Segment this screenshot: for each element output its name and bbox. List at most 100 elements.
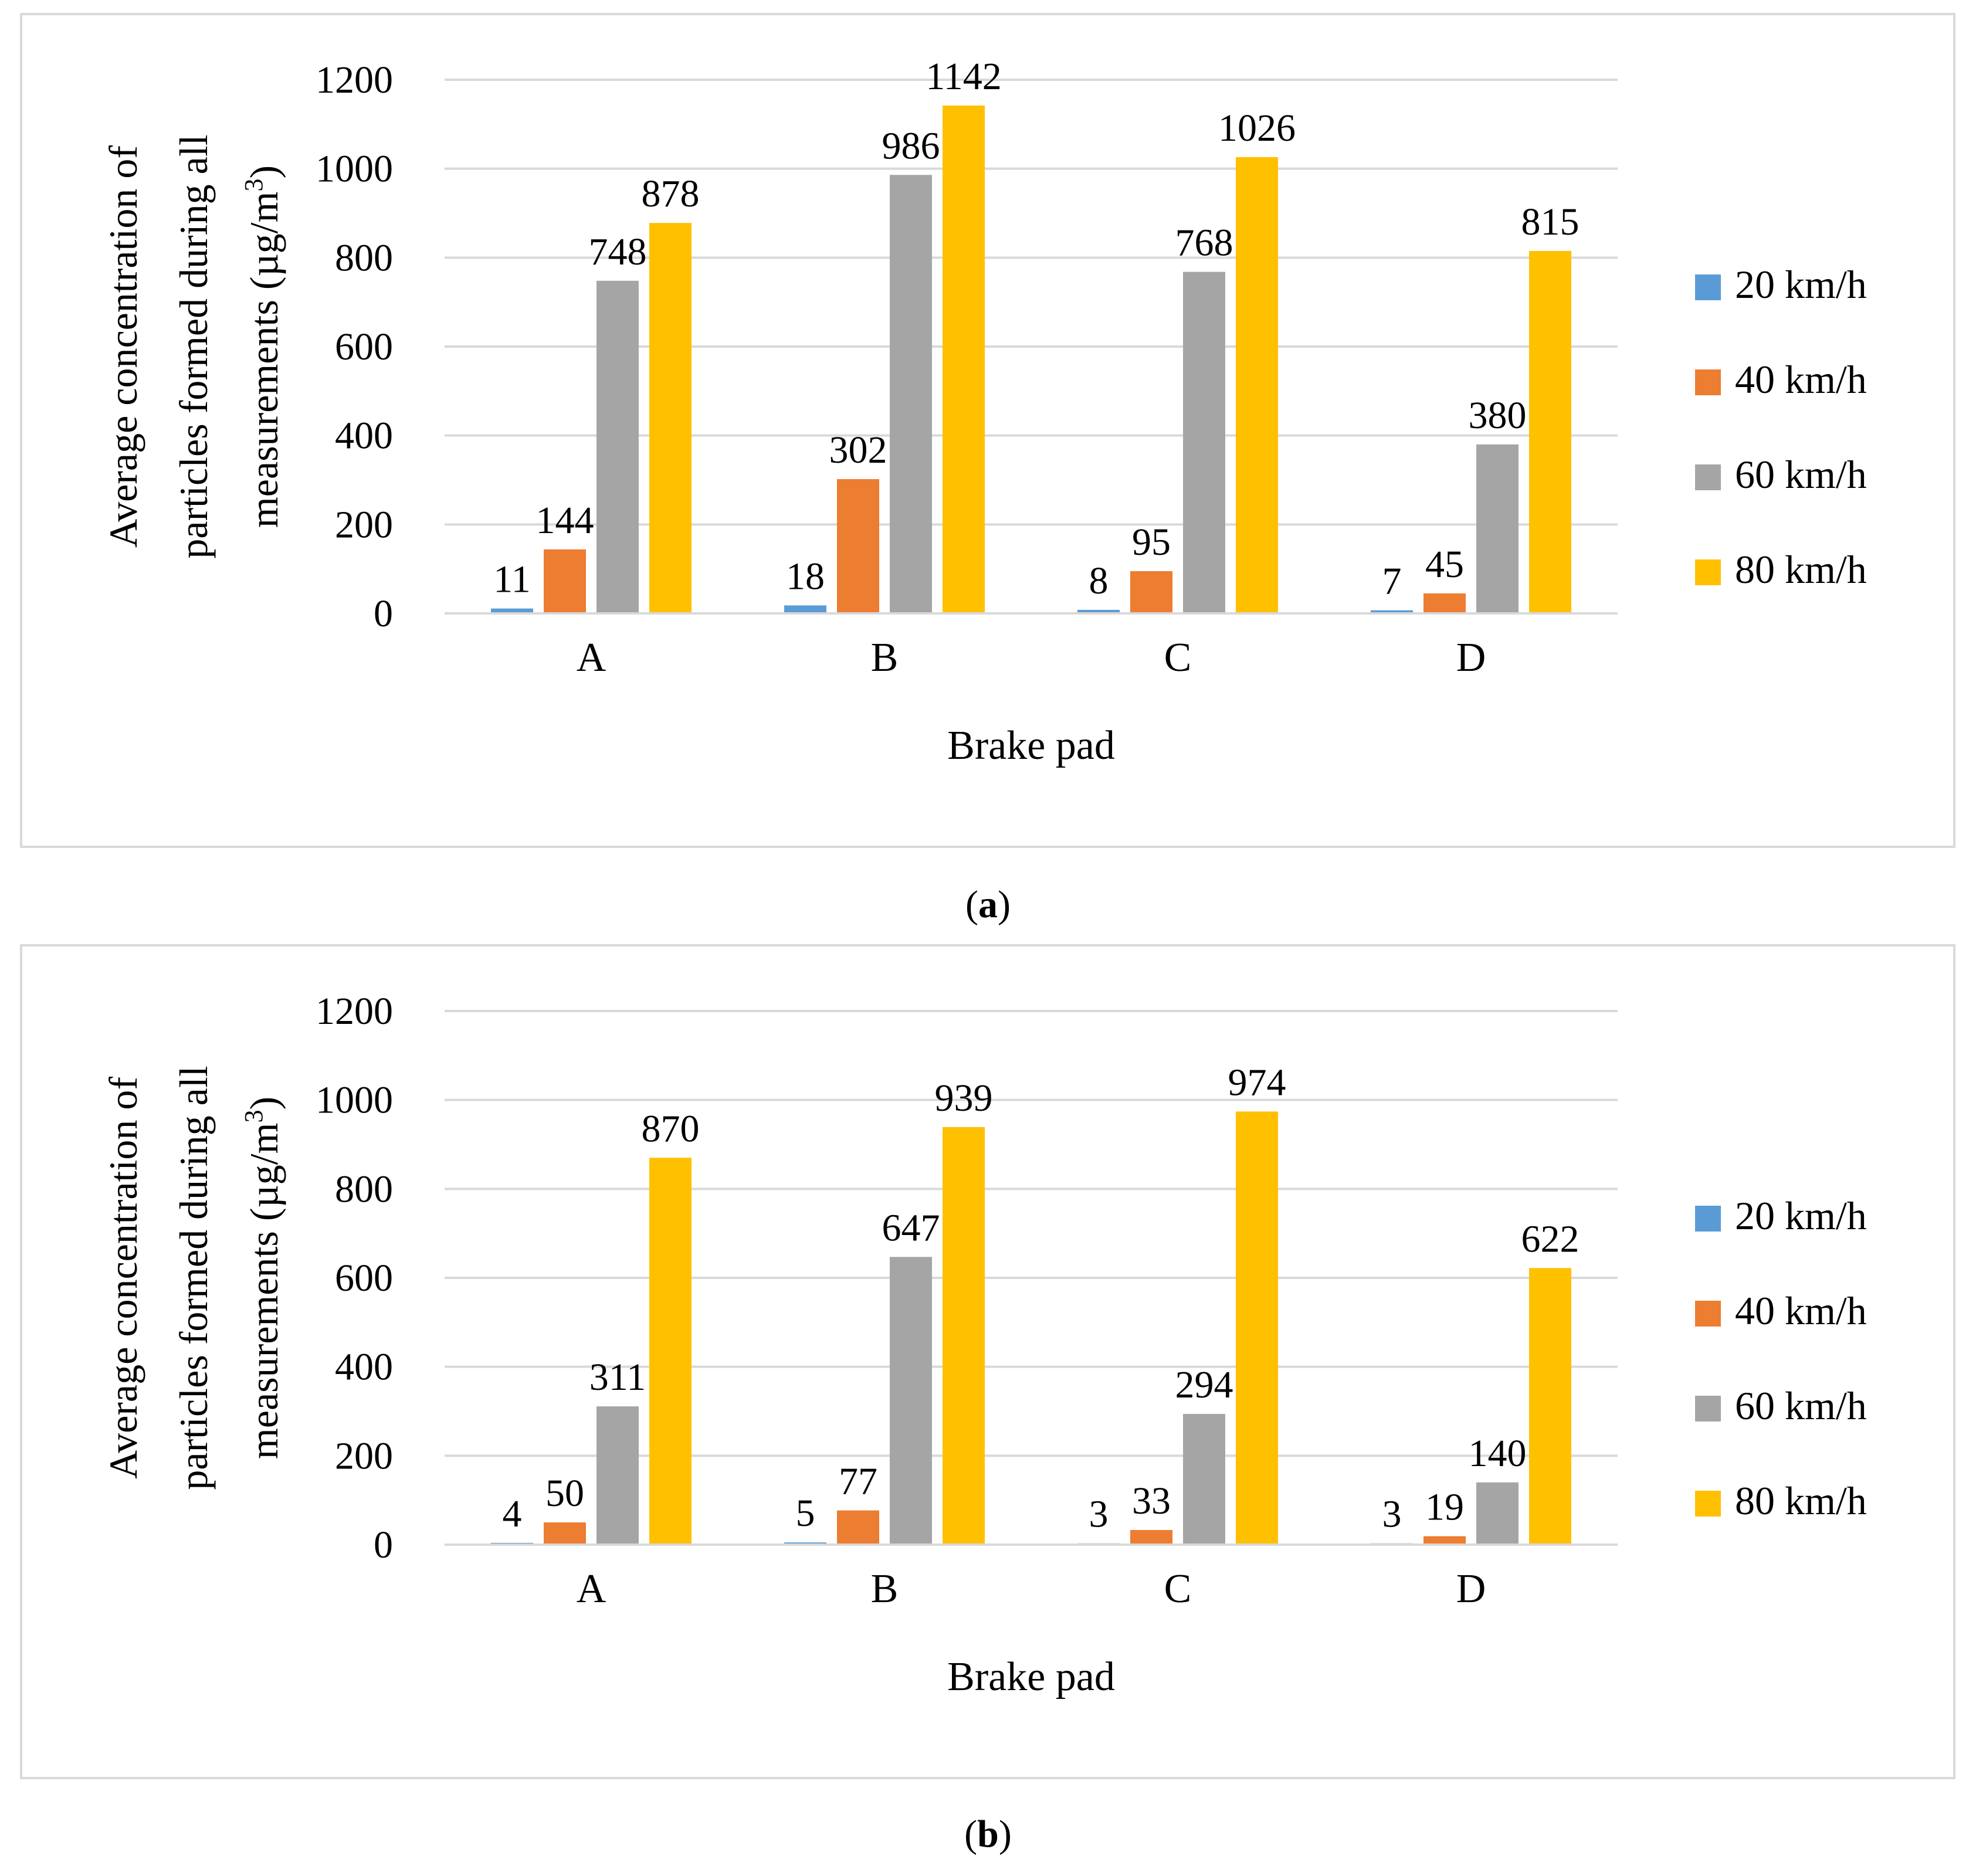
chart-a-bar-b-2 (890, 175, 932, 613)
chart-b-ytick-label: 600 (335, 1257, 393, 1300)
chart-b-bar-c-3 (1236, 1111, 1278, 1545)
chart-panel-b: 0 200 400 600 800 1000 1200 Average concentrati… (20, 944, 1955, 1779)
chart-b-ylabel-line3: measurements (µg/m3) (239, 1097, 286, 1459)
chart-b-data-label: 4 (503, 1492, 522, 1535)
chart-b-data-label: 294 (1175, 1363, 1233, 1406)
chart-a-legend-label-0: 20 km/h (1735, 262, 1867, 307)
chart-a-category-label: C (1164, 635, 1192, 680)
chart-b-data-label: 77 (839, 1460, 877, 1503)
chart-a-data-label: 986 (882, 124, 940, 167)
chart-a-data-label: 748 (589, 230, 647, 273)
chart-a-data-label: 1026 (1218, 107, 1296, 150)
caption-a-close: ) (998, 883, 1011, 926)
chart-b-legend-label-1: 40 km/h (1735, 1288, 1867, 1333)
chart-a-ylabel-unit-close: ) (242, 165, 286, 179)
chart-a-ytick-label: 1000 (316, 148, 393, 191)
chart-b-data-label: 50 (545, 1472, 584, 1515)
chart-b-legend-label-0: 20 km/h (1735, 1193, 1867, 1238)
chart-a-legend-swatch-0 (1695, 274, 1721, 300)
chart-a-ylabel-line3: measurements (µg/m3) (239, 165, 286, 528)
chart-b-ylabel-unit-sup: 3 (239, 1110, 268, 1123)
chart-a-bar-a-0 (491, 608, 533, 613)
chart-a-bar-c-2 (1183, 272, 1225, 614)
chart-b-ytick-label: 400 (335, 1346, 393, 1389)
chart-a-category-label: D (1456, 635, 1486, 680)
chart-b-data-label: 311 (589, 1356, 646, 1399)
chart-b-legend-swatch-2 (1695, 1396, 1721, 1422)
chart-a-data-label: 768 (1175, 222, 1233, 264)
chart-b-ylabel-line1: Average concentration of (101, 1077, 145, 1479)
chart-a-svg: 0 200 400 600 800 1000 1200 Average concentrati… (101, 55, 1867, 768)
chart-b-bar-d-1 (1423, 1536, 1466, 1545)
chart-a-category-label: B (871, 635, 899, 680)
chart-a-data-label: 45 (1425, 543, 1464, 586)
caption-b-open: ( (964, 1813, 978, 1855)
chart-a-ytick-label: 1200 (316, 59, 393, 101)
chart-a-bar-b-0 (784, 605, 826, 613)
chart-b-ylabel-unit-close: ) (242, 1097, 286, 1110)
chart-a-ytick-label: 200 (335, 503, 393, 546)
chart-a-bar-a-1 (544, 549, 586, 613)
chart-b-bar-a-3 (649, 1158, 692, 1545)
chart-b-bar-b-1 (837, 1510, 879, 1545)
chart-b-ytick-label: 1200 (316, 990, 393, 1033)
chart-a-bar-d-3 (1529, 250, 1571, 613)
chart-b-data-label: 974 (1228, 1061, 1286, 1104)
chart-a-bar-b-1 (837, 479, 879, 613)
chart-a-ylabel: Average concentration of particles formed… (101, 134, 286, 558)
chart-a-ytick-label: 800 (335, 236, 393, 279)
chart-a-data-label: 144 (536, 499, 594, 542)
chart-b-bar-d-3 (1529, 1268, 1571, 1545)
caption-b-label: b (977, 1813, 999, 1855)
chart-a-bar-d-2 (1476, 444, 1519, 613)
chart-b-data-label: 19 (1425, 1486, 1464, 1529)
chart-b-legend-swatch-1 (1695, 1301, 1721, 1327)
chart-a-data-label: 878 (642, 172, 700, 215)
caption-b-close: ) (998, 1813, 1012, 1855)
chart-b-legend-swatch-0 (1695, 1206, 1721, 1232)
chart-b-bar-c-2 (1183, 1414, 1225, 1545)
chart-b-data-label: 870 (642, 1107, 700, 1150)
chart-b-bar-a-2 (596, 1406, 639, 1545)
chart-a-bar-a-2 (596, 280, 639, 613)
chart-panel-a: 0 200 400 600 800 1000 1200 Average concentrati… (20, 13, 1955, 848)
chart-a-ytick-label: 600 (335, 325, 393, 368)
chart-a-legend-label-2: 60 km/h (1735, 452, 1867, 497)
chart-b-data-label: 3 (1382, 1493, 1402, 1536)
chart-a-ytick-label: 0 (374, 592, 393, 635)
chart-a-bar-c-0 (1077, 609, 1120, 613)
chart-b-ytick-label: 800 (335, 1168, 393, 1210)
chart-a-ytick-label: 400 (335, 415, 393, 457)
chart-a-ylabel-line1: Average concentration of (101, 145, 145, 548)
caption-b: (b) (0, 1812, 1976, 1857)
chart-a-data-label: 1142 (926, 55, 1002, 98)
chart-a-ylabel-unit-sup: 3 (239, 179, 268, 192)
chart-b-bar-a-1 (544, 1522, 586, 1545)
chart-b-ytick-label: 0 (374, 1524, 393, 1566)
chart-a-legend-swatch-1 (1695, 369, 1721, 395)
chart-a-bar-a-3 (649, 223, 692, 613)
chart-b-data-label: 939 (935, 1077, 993, 1120)
chart-b-category-label: A (577, 1566, 606, 1612)
chart-a-legend-label-3: 80 km/h (1735, 547, 1867, 592)
chart-b-data-label: 33 (1132, 1480, 1171, 1522)
chart-a-data-label: 7 (1382, 560, 1402, 603)
chart-b-category-label: D (1456, 1566, 1486, 1612)
chart-b-ylabel-unit: measurements (µg/m (242, 1123, 286, 1460)
chart-a-xlabel: Brake pad (947, 723, 1115, 768)
chart-a-legend-label-1: 40 km/h (1735, 357, 1867, 402)
chart-b-ylabel-line2: particles formed during all (171, 1066, 216, 1490)
caption-a: (a) (0, 883, 1976, 927)
chart-b-data-label: 5 (796, 1492, 815, 1535)
chart-a-ylabel-unit: measurements (µg/m (242, 192, 286, 528)
chart-a-legend-swatch-3 (1695, 559, 1721, 585)
chart-a-bar-d-0 (1371, 610, 1413, 613)
chart-b-bar-c-1 (1130, 1529, 1172, 1545)
chart-a-data-label: 380 (1469, 394, 1527, 437)
chart-a-bar-d-1 (1423, 593, 1466, 613)
chart-b-data-label: 3 (1089, 1493, 1109, 1536)
chart-b-bar-b-3 (943, 1127, 985, 1545)
chart-b-legend-swatch-3 (1695, 1491, 1721, 1517)
chart-b-bar-d-2 (1476, 1482, 1519, 1545)
chart-a-category-label: A (577, 635, 606, 680)
